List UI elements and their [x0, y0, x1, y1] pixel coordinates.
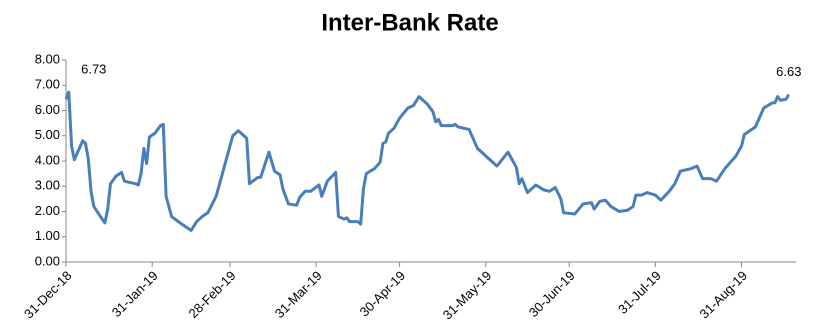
x-tick-label: 30-Jun-19 — [526, 268, 578, 320]
y-tick-label: 4.00 — [35, 152, 60, 167]
y-tick-label: 6.00 — [35, 102, 60, 117]
x-tick-label: 31-Jan-19 — [109, 268, 161, 320]
x-tick-label: 28-Feb-19 — [186, 268, 239, 321]
y-tick-label: 2.00 — [35, 203, 60, 218]
x-tick-label: 30-Apr-19 — [357, 268, 408, 319]
y-tick-label: 7.00 — [35, 77, 60, 92]
y-tick-label: 3.00 — [35, 178, 60, 193]
x-tick-label: 31-Dec-18 — [21, 268, 75, 322]
chart-title: Inter-Bank Rate — [321, 9, 498, 36]
x-tick-label: 31-Jul-19 — [615, 268, 664, 317]
y-tick-label: 0.00 — [35, 253, 60, 268]
data-line — [64, 90, 791, 232]
data-label: 6.63 — [776, 64, 801, 79]
x-tick-label: 31-Aug-19 — [697, 268, 751, 322]
data-label: 6.73 — [81, 62, 106, 77]
y-tick-label: 5.00 — [35, 127, 60, 142]
y-tick-label: 8.00 — [35, 51, 60, 66]
x-tick-label: 31-May-19 — [440, 268, 495, 323]
y-tick-label: 1.00 — [35, 228, 60, 243]
x-tick-label: 31-Mar-19 — [272, 268, 325, 321]
